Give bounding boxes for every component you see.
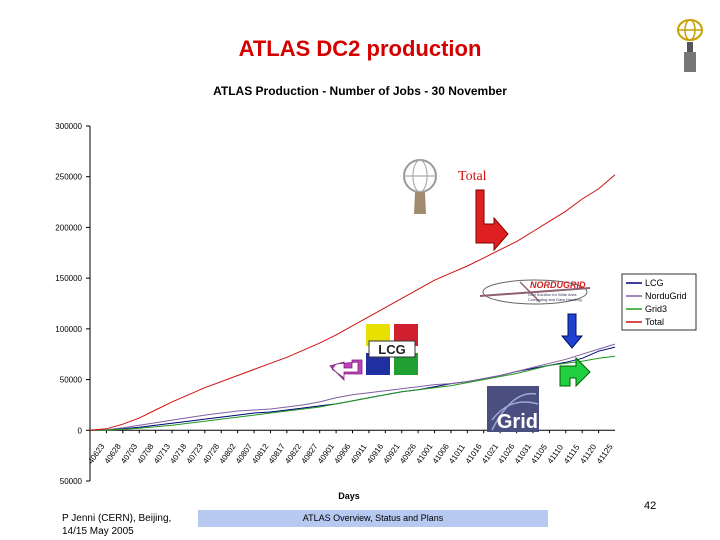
x-axis-label: Days: [338, 491, 360, 501]
nordugrid-tagline: Grid Solution for Wide Area Computing an…: [528, 292, 582, 302]
y-tick-label: 100000: [55, 325, 82, 334]
green-arrow-icon: [559, 356, 591, 388]
x-tick-label: 41110: [546, 443, 566, 466]
y-tick-label: 0: [78, 426, 83, 435]
series-line-grid3: [89, 355, 616, 431]
page-number: 42: [644, 500, 657, 512]
series-line-nordugrid: [89, 343, 616, 431]
grid3-logo-text: Grid: [497, 411, 538, 433]
footer-author-line1: P Jenni (CERN), Beijing,: [62, 513, 172, 524]
y-tick-label: 300000: [55, 122, 82, 131]
footer-author-line2: 14/15 May 2005: [62, 526, 134, 537]
atlas-figure-icon: [403, 159, 437, 214]
lcg-logo-text: LCG: [378, 342, 405, 357]
axes: 50000 0 50000 100000 150000 200000 250000 30000…: [55, 122, 697, 501]
footer-author: P Jenni (CERN), Beijing, 14/15 May 2005: [62, 512, 171, 538]
nordugrid-logo-text: NORDUGRID: [530, 280, 586, 290]
y-tick-label: 250000: [55, 173, 82, 182]
legend-entry: LCG: [645, 278, 664, 288]
nordugrid-logo: NORDUGRID Grid Solution for Wide Area Co…: [479, 279, 591, 305]
series-line-total: [89, 174, 616, 431]
atlas-logo-icon: [677, 19, 703, 72]
x-tick-label: 41115: [562, 443, 582, 466]
purple-arrow-icon: [329, 359, 363, 381]
footer-presentation-title: ATLAS Overview, Status and Plans: [198, 510, 548, 527]
blue-arrow-icon: [560, 313, 584, 349]
legend-entry: NorduGrid: [645, 291, 687, 301]
grid3-logo: Grid: [487, 386, 539, 433]
y-tick-label: 200000: [55, 223, 82, 232]
legend-entry: Grid3: [645, 304, 667, 314]
x-tick-label: 41125: [595, 442, 615, 465]
chart-title: ATLAS Production - Number of Jobs - 30 N…: [213, 84, 507, 98]
total-annotation: Total: [458, 169, 487, 184]
y-tick-label: 50000: [60, 477, 83, 486]
lcg-logo: LCG: [366, 324, 418, 375]
red-arrow-icon: [475, 189, 509, 252]
series-lines: [89, 174, 616, 431]
slide-title: ATLAS DC2 production: [238, 36, 482, 61]
y-tick-label: 150000: [55, 274, 82, 283]
y-tick-label: 50000: [60, 376, 83, 385]
legend-entry: Total: [645, 317, 664, 327]
